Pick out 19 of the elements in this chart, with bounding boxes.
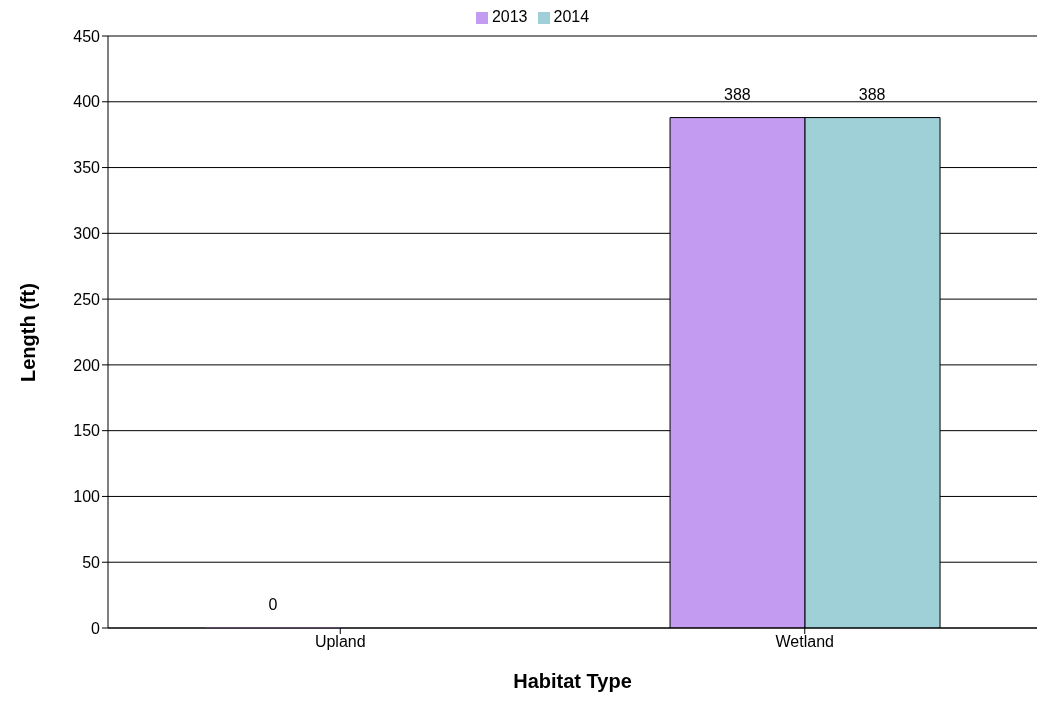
y-tick-label: 0 xyxy=(91,619,101,637)
y-tick-label: 450 xyxy=(73,27,101,45)
y-tick-label: 350 xyxy=(73,159,101,177)
data-label: 0 xyxy=(268,596,278,613)
y-tick-label: 100 xyxy=(73,488,101,506)
x-tick-label: Wetland xyxy=(775,633,834,651)
y-tick-label: 250 xyxy=(73,290,101,308)
y-tick-label: 50 xyxy=(82,553,101,571)
x-axis-title: Habitat Type xyxy=(513,670,632,692)
x-tick-label: Upland xyxy=(314,633,366,651)
y-axis-title: Length (ft) xyxy=(17,283,40,382)
y-tick-label: 400 xyxy=(73,93,101,111)
data-label: 388 xyxy=(858,85,886,103)
legend-label: 2014 xyxy=(553,8,590,25)
y-tick-label: 300 xyxy=(73,225,101,243)
legend-label: 2013 xyxy=(491,8,528,25)
data-label: 388 xyxy=(724,85,751,103)
y-tick-label: 150 xyxy=(73,422,101,440)
y-tick-label: 200 xyxy=(73,356,101,374)
